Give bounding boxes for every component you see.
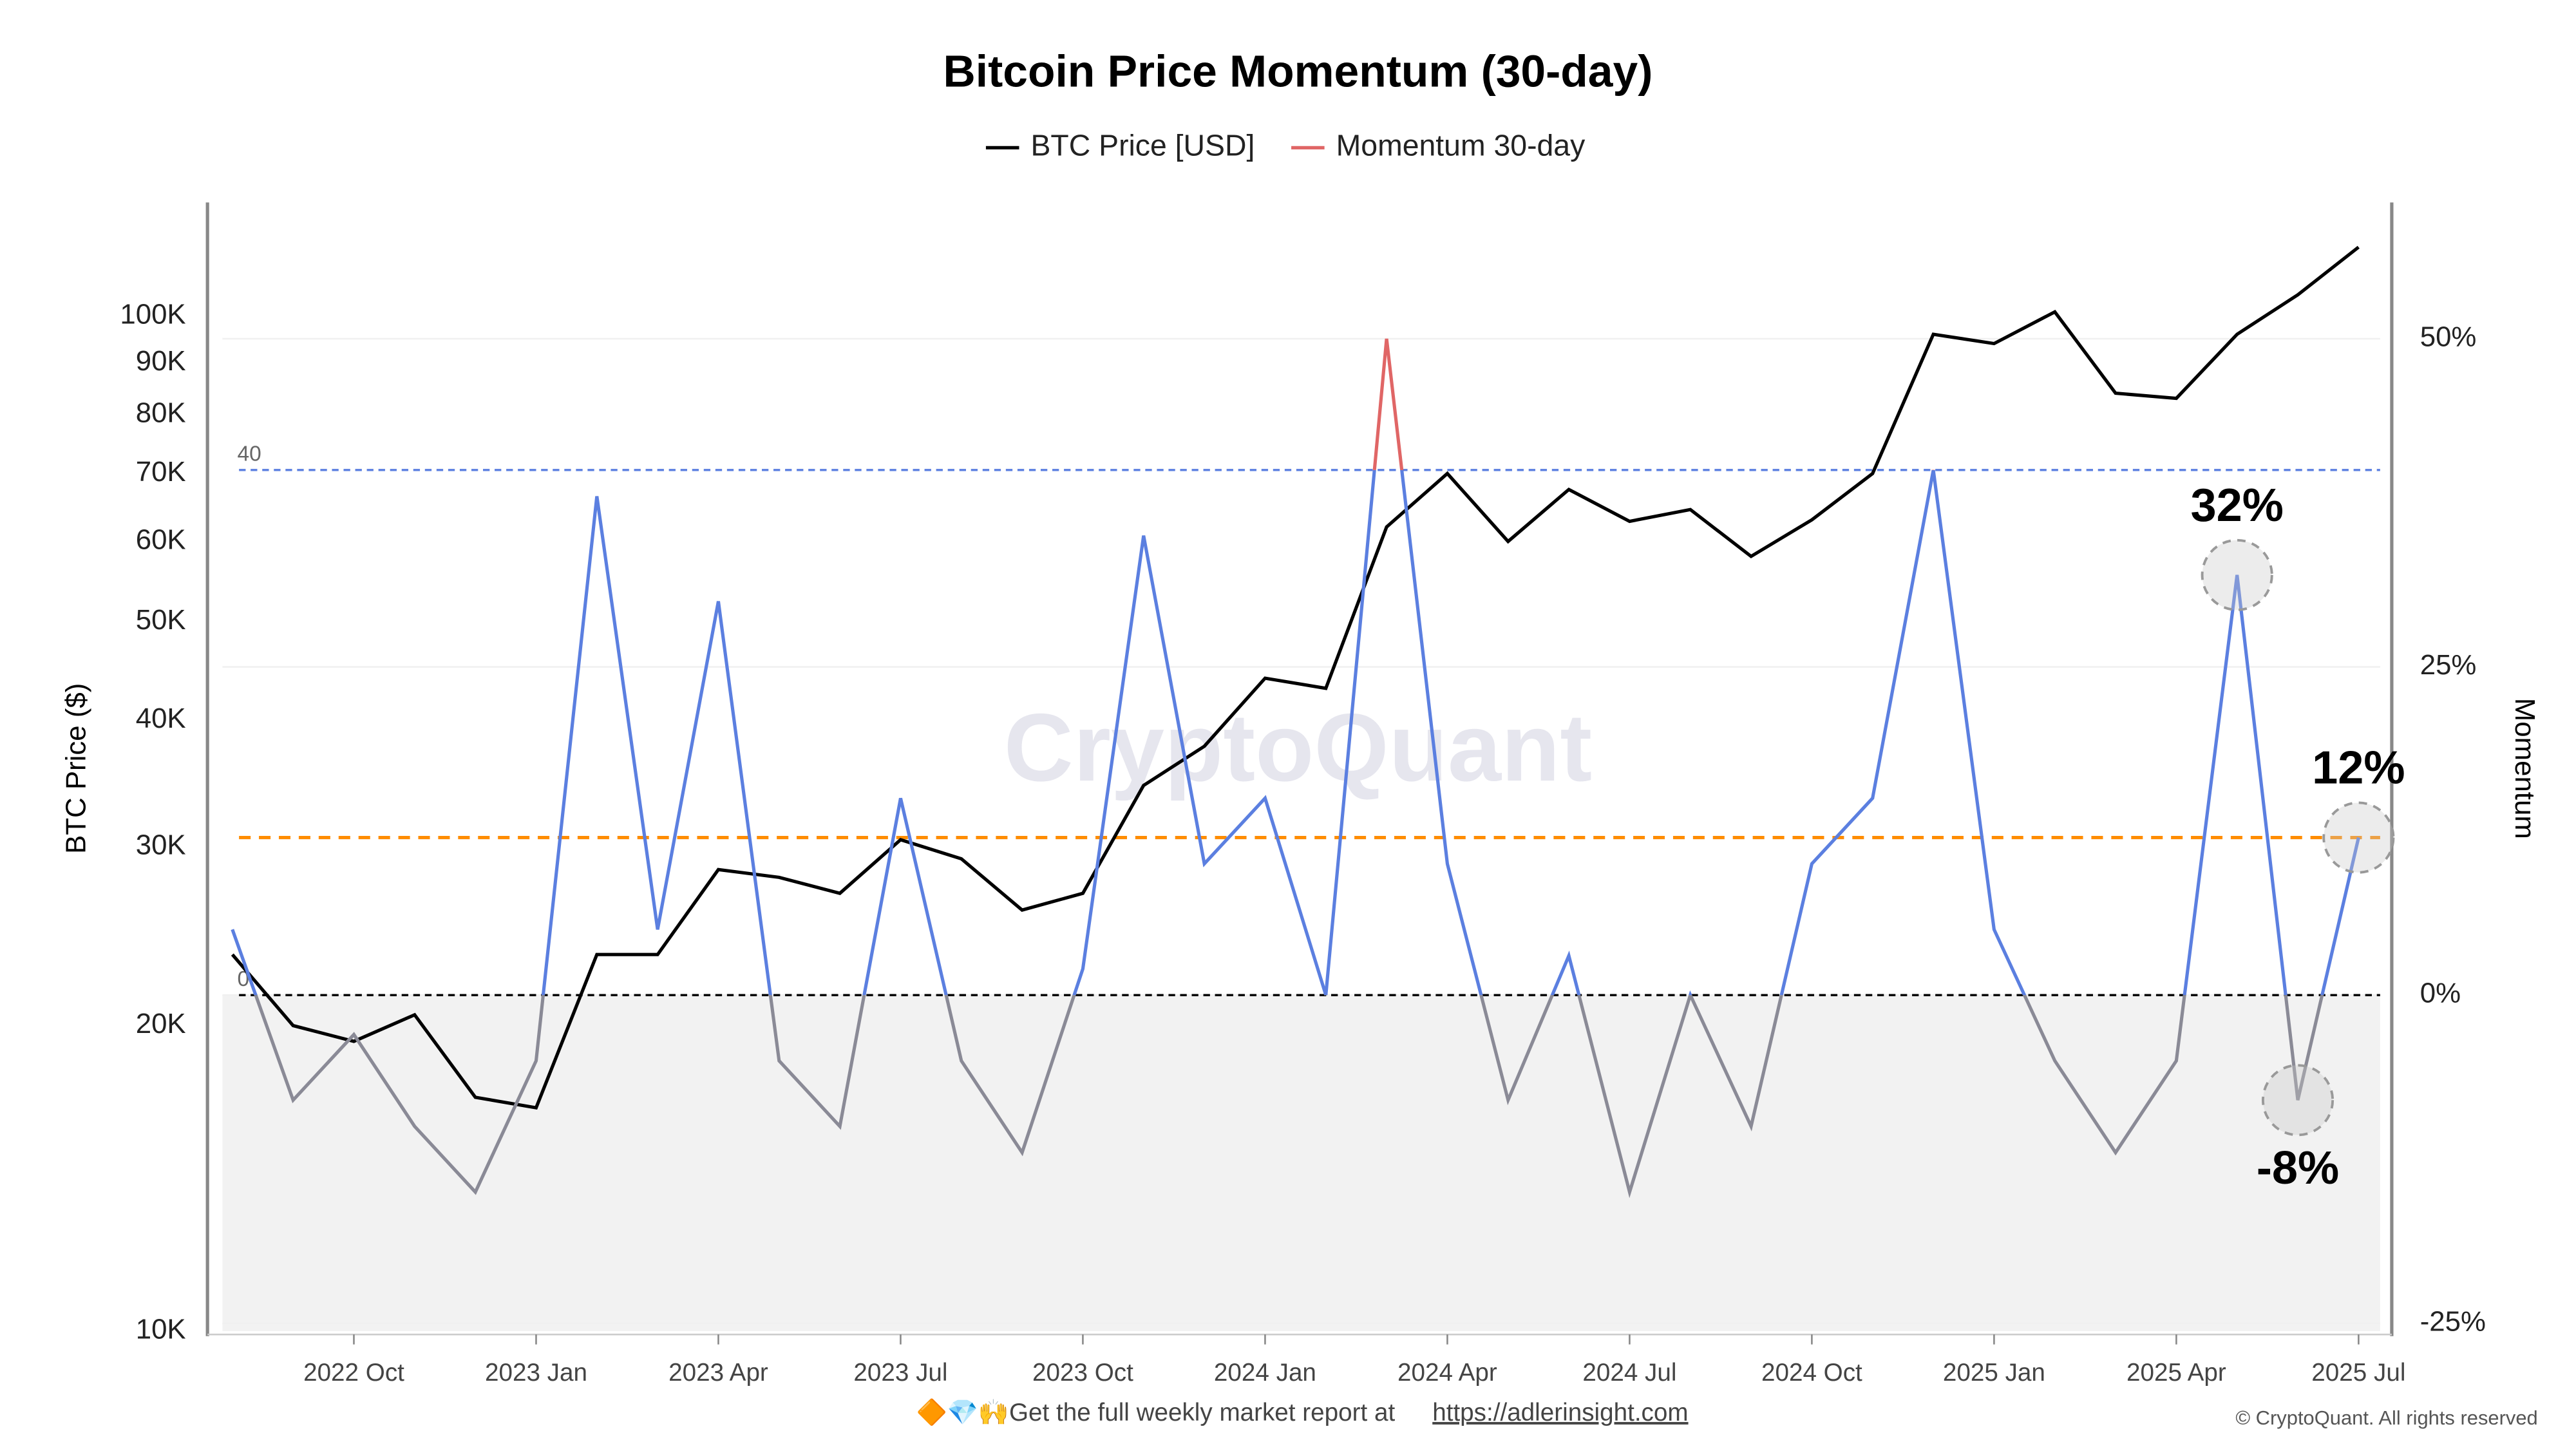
annotation-label: -8%	[2257, 1142, 2339, 1194]
footer-icons: 🔶💎🙌	[916, 1397, 1009, 1426]
y2-tick-label: 25%	[2420, 649, 2477, 681]
y2-axis-title: Momentum	[2509, 698, 2541, 839]
x-tick-label: 2025 Jan	[1943, 1359, 2045, 1387]
annotation-marker	[2322, 801, 2395, 874]
x-tick-label: 2023 Oct	[1032, 1359, 1133, 1387]
y-tick-label: 50K	[136, 604, 186, 636]
y-tick-label: 40K	[136, 703, 186, 734]
x-tick-label: 2023 Jul	[853, 1359, 947, 1387]
x-tick-label: 2024 Apr	[1397, 1359, 1497, 1387]
x-tick-label: 2024 Jan	[1214, 1359, 1316, 1387]
x-tick-label: 2024 Jul	[1582, 1359, 1676, 1387]
y-tick-label: 60K	[136, 524, 186, 555]
momentum-line	[231, 469, 2360, 996]
annotation-marker	[2261, 1064, 2334, 1137]
annotation-marker	[2201, 538, 2273, 611]
x-tick-label: 2022 Oct	[303, 1359, 404, 1387]
legend-label: BTC Price [USD]	[1031, 129, 1255, 162]
footer-link[interactable]: https://adlerinsight.com	[1432, 1399, 1688, 1426]
x-tick-label: 2024 Oct	[1761, 1359, 1862, 1387]
y-tick-label: 90K	[136, 345, 186, 377]
watermark: CryptoQuant	[1004, 694, 1592, 801]
reference-label: 40	[238, 442, 261, 466]
legend-label: Momentum 30-day	[1336, 129, 1586, 162]
x-tick-label: 2023 Jan	[485, 1359, 587, 1387]
y2-tick-label: -25%	[2420, 1305, 2486, 1337]
y-tick-label: 100K	[120, 299, 185, 330]
annotation-label: 12%	[2312, 743, 2405, 794]
y-tick-label: 10K	[136, 1314, 186, 1345]
y-tick-label: 70K	[136, 456, 186, 488]
chart-title: Bitcoin Price Momentum (30-day)	[943, 46, 1653, 96]
x-tick-label: 2025 Jul	[2311, 1359, 2405, 1387]
negative-area	[222, 995, 2380, 1332]
y-axis-title: BTC Price ($)	[61, 683, 92, 854]
y2-tick-label: 50%	[2420, 321, 2477, 353]
y-tick-label: 30K	[136, 829, 186, 861]
y2-tick-label: 0%	[2420, 978, 2461, 1009]
y-tick-label: 20K	[136, 1008, 186, 1039]
footer-text: Get the full weekly market report at	[1009, 1399, 1395, 1426]
annotation-label: 32%	[2191, 480, 2284, 531]
x-tick-label: 2023 Apr	[668, 1359, 768, 1387]
y-tick-label: 80K	[136, 397, 186, 428]
copyright: © CryptoQuant. All rights reserved	[2235, 1406, 2537, 1429]
price-line	[231, 245, 2360, 1110]
x-tick-label: 2025 Apr	[2126, 1359, 2226, 1387]
